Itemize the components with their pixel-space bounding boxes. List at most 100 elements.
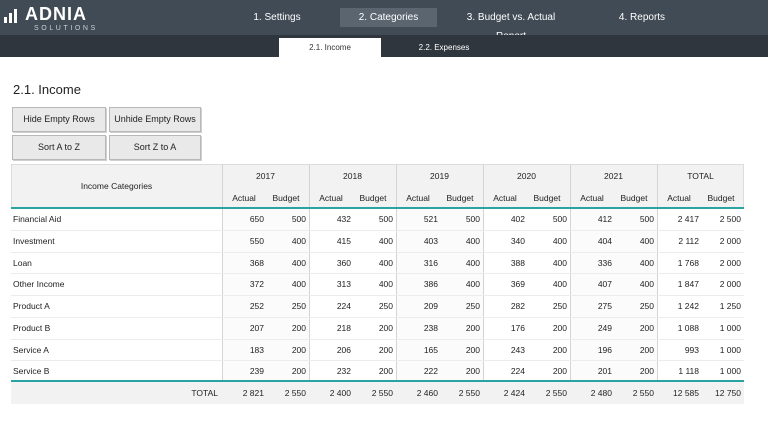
nav-budget-vs-actual[interactable]: 3. Budget vs. Actual Report xyxy=(466,12,556,42)
actual-value: 388 xyxy=(510,257,525,268)
actual-value: 183 xyxy=(249,344,264,355)
budget-value: 500 xyxy=(465,214,480,224)
top-nav-bar: ADNIA SOLUTIONS 1. Settings 2. Categorie… xyxy=(0,0,768,42)
budget-value: 1 000 xyxy=(719,322,741,333)
actual-header: Actual xyxy=(580,193,604,203)
row-category-label: Service A xyxy=(13,344,49,355)
header-separator xyxy=(11,207,744,209)
year-header: 2018 xyxy=(343,171,362,181)
actual-value: 224 xyxy=(510,366,525,377)
actual-value: 407 xyxy=(597,279,612,290)
nav-settings[interactable]: 1. Settings xyxy=(253,12,301,23)
budget-header: Budget xyxy=(446,193,474,203)
budget-value: 1 000 xyxy=(719,366,741,377)
year-header: 2021 xyxy=(604,171,623,181)
actual-header: Actual xyxy=(667,193,691,203)
actual-value: 1 118 xyxy=(678,366,699,377)
year-header: TOTAL xyxy=(687,171,714,181)
budget-value: 200 xyxy=(552,322,567,333)
hide-empty-rows-button[interactable]: Hide Empty Rows xyxy=(12,107,106,132)
total-separator xyxy=(11,380,744,382)
actual-header: Actual xyxy=(319,193,343,203)
row-category-label: Investment xyxy=(13,235,55,246)
budget-value: 400 xyxy=(552,235,567,246)
total-actual-value: 12 585 xyxy=(673,388,699,398)
actual-value: 313 xyxy=(336,279,351,290)
budget-value: 250 xyxy=(291,301,306,311)
tab-income[interactable]: 2.1. Income xyxy=(279,38,381,57)
budget-value: 1 250 xyxy=(719,301,741,311)
budget-value: 400 xyxy=(378,279,393,290)
column-divider xyxy=(657,164,658,404)
budget-value: 1 000 xyxy=(719,344,741,355)
budget-value: 200 xyxy=(465,366,480,377)
row-category-label: Financial Aid xyxy=(13,214,62,224)
actual-value: 206 xyxy=(336,344,351,355)
logo-subtitle: SOLUTIONS xyxy=(34,25,98,32)
actual-value: 232 xyxy=(336,366,351,377)
actual-value: 2 112 xyxy=(678,235,699,246)
actual-value: 369 xyxy=(510,279,525,290)
total-budget-value: 12 750 xyxy=(715,388,741,398)
total-actual-value: 2 400 xyxy=(329,388,351,398)
total-budget-value: 2 550 xyxy=(632,388,654,398)
logo-name: ADNIA xyxy=(25,4,87,24)
sort-a-to-z-button[interactable]: Sort A to Z xyxy=(12,135,106,160)
row-category-label: Service B xyxy=(13,366,50,377)
budget-value: 500 xyxy=(378,214,393,224)
column-divider xyxy=(309,164,310,404)
budget-value: 2 000 xyxy=(719,257,741,268)
row-category-label: Product A xyxy=(13,301,50,311)
row-divider xyxy=(11,316,744,318)
budget-value: 400 xyxy=(552,279,567,290)
actual-value: 1 242 xyxy=(677,301,699,311)
budget-value: 200 xyxy=(465,344,480,355)
budget-value: 400 xyxy=(291,257,306,268)
actual-value: 249 xyxy=(597,322,612,333)
column-divider xyxy=(483,164,484,404)
row-category-label: Other Income xyxy=(13,279,65,290)
actual-value: 432 xyxy=(336,214,351,224)
budget-value: 400 xyxy=(291,235,306,246)
unhide-empty-rows-button[interactable]: Unhide Empty Rows xyxy=(109,107,201,132)
actual-value: 336 xyxy=(597,257,612,268)
budget-value: 250 xyxy=(639,301,654,311)
budget-value: 2 500 xyxy=(719,214,741,224)
nav-categories[interactable]: 2. Categories xyxy=(340,8,437,27)
budget-value: 400 xyxy=(639,279,654,290)
total-actual-value: 2 424 xyxy=(503,388,525,398)
sort-z-to-a-button[interactable]: Sort Z to A xyxy=(109,135,201,160)
budget-value: 200 xyxy=(291,344,306,355)
actual-value: 243 xyxy=(510,344,525,355)
total-actual-value: 2 460 xyxy=(416,388,438,398)
actual-value: 403 xyxy=(423,235,438,246)
actual-value: 196 xyxy=(597,344,612,355)
row-divider xyxy=(11,251,744,253)
budget-value: 500 xyxy=(552,214,567,224)
total-budget-value: 2 550 xyxy=(458,388,480,398)
row-category-label: Loan xyxy=(13,257,32,268)
total-actual-value: 2 821 xyxy=(242,388,264,398)
actual-value: 340 xyxy=(510,235,525,246)
logo: ADNIA SOLUTIONS xyxy=(4,3,95,33)
table-header xyxy=(11,164,744,208)
budget-value: 2 000 xyxy=(719,235,741,246)
budget-value: 400 xyxy=(465,257,480,268)
logo-bars-icon xyxy=(4,7,24,23)
total-budget-value: 2 550 xyxy=(545,388,567,398)
row-divider xyxy=(11,295,744,296)
actual-header: Actual xyxy=(406,193,430,203)
budget-value: 250 xyxy=(465,301,480,311)
row-divider xyxy=(11,338,744,340)
row-divider xyxy=(11,273,744,275)
budget-value: 400 xyxy=(378,257,393,268)
budget-value: 200 xyxy=(291,322,306,333)
tab-expenses[interactable]: 2.2. Expenses xyxy=(418,43,470,52)
actual-value: 209 xyxy=(423,301,438,311)
income-table: Income Categories 2017 2018 2019 2020 2021 TO… xyxy=(11,164,744,405)
nav-reports[interactable]: 4. Reports xyxy=(618,12,666,23)
actual-value: 372 xyxy=(249,279,264,290)
year-header: 2017 xyxy=(256,171,275,181)
budget-value: 500 xyxy=(639,214,654,224)
budget-value: 400 xyxy=(378,235,393,246)
